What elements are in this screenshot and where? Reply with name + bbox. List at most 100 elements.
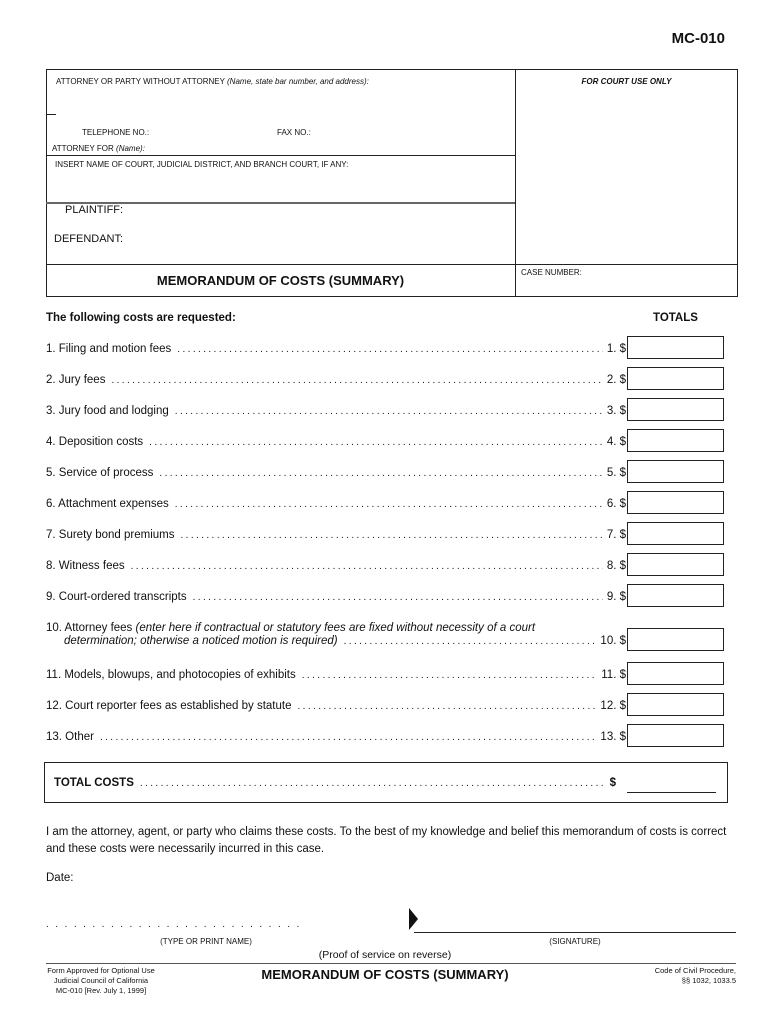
cost-amount-input[interactable] (627, 429, 724, 452)
cost-item-label: 1. Filing and motion fees (46, 343, 172, 355)
cost-item-label: 6. Attachment expenses (46, 498, 169, 510)
court-name-field[interactable]: INSERT NAME OF COURT, JUDICIAL DISTRICT,… (55, 160, 349, 169)
dot-leader: ........................................… (174, 406, 603, 417)
declaration-text: I am the attorney, agent, or party who c… (46, 826, 727, 855)
dot-leader: ........................................… (192, 592, 603, 603)
signature-label: (SIGNATURE) (549, 937, 601, 946)
dot-leader: ........................................… (174, 499, 603, 510)
mark (46, 114, 56, 115)
dot-leader: ........................................… (177, 344, 603, 355)
attorney-label: ATTORNEY OR PARTY WITHOUT ATTORNEY (56, 77, 225, 86)
dot-leader: ........................................… (301, 670, 598, 681)
attorney-for-hint: (Name): (116, 144, 145, 153)
total-dollar: $ (609, 777, 616, 789)
cost-item-label: 11. Models, blowups, and photocopies of … (46, 669, 296, 681)
divider (46, 202, 515, 204)
cost-amount-input[interactable] (627, 460, 724, 483)
caption-box (46, 69, 738, 297)
cost-item-number: 5. $ (606, 467, 626, 479)
cost-item-number: 4. $ (606, 436, 626, 448)
print-name-field[interactable]: ............................ (46, 919, 306, 930)
cost-item-row: 11. Models, blowups, and photocopies of … (46, 669, 626, 681)
footer-title: MEMORANDUM OF COSTS (SUMMARY) (261, 967, 509, 982)
cost-item-number: 13. $ (600, 731, 626, 743)
defendant-field[interactable]: DEFENDANT: (54, 233, 124, 245)
cost-amount-input[interactable] (627, 491, 724, 514)
cost-item-row: 8. Witness fees.........................… (46, 560, 626, 572)
cost-item-label: 4. Deposition costs (46, 436, 144, 448)
attorney-hint: (Name, state bar number, and address): (227, 77, 369, 86)
divider (46, 155, 515, 156)
cost-item-label: 7. Surety bond premiums (46, 529, 175, 541)
dot-leader: ........................................… (99, 732, 596, 743)
attorney-for-label: ATTORNEY FOR (52, 144, 114, 153)
fax-field[interactable]: FAX NO.: (277, 128, 311, 137)
attorney-for-field[interactable]: ATTORNEY FOR (Name): (52, 144, 145, 153)
cost-item-label: 5. Service of process (46, 467, 154, 479)
footer-council: Judicial Council of California (53, 976, 149, 985)
cost-amount-input[interactable] (627, 336, 724, 359)
cost-amount-input[interactable] (627, 628, 724, 651)
cost-item-number: 6. $ (606, 498, 626, 510)
divider (515, 69, 516, 297)
cost-item-number: 12. $ (600, 700, 626, 712)
attorney-fees-note-2: determination; otherwise a noticed motio… (64, 635, 338, 647)
footer-revision: MC-010 [Rev. July 1, 1999] (55, 986, 147, 995)
cost-item-row: 6. Attachment expenses..................… (46, 498, 626, 510)
footer-approval: Form Approved for Optional Use (47, 966, 155, 975)
dot-leader: ........................................… (149, 437, 603, 448)
cost-item-row: 13. Other...............................… (46, 731, 626, 743)
divider (46, 264, 738, 265)
cost-item-number: 8. $ (606, 560, 626, 572)
form-title: MEMORANDUM OF COSTS (SUMMARY) (156, 273, 405, 288)
cost-item-number: 11. $ (601, 669, 626, 681)
cost-amount-input[interactable] (627, 662, 724, 685)
date-field[interactable]: Date: (46, 872, 74, 884)
dot-leader: ........................................… (343, 636, 597, 647)
cost-amount-input[interactable] (627, 522, 724, 545)
case-number-field[interactable]: CASE NUMBER: (521, 268, 582, 277)
dot-leader: ........................................… (139, 778, 606, 789)
cost-item-number: 10. $ (600, 635, 626, 647)
cost-item-label: 2. Jury fees (46, 374, 106, 386)
attorney-field[interactable]: ATTORNEY OR PARTY WITHOUT ATTORNEY (Name… (56, 77, 369, 86)
telephone-field[interactable]: TELEPHONE NO.: (82, 128, 150, 137)
footer-code: Code of Civil Procedure, (654, 966, 736, 975)
dot-leader: ........................................… (130, 561, 603, 572)
signature-line[interactable] (414, 932, 736, 933)
cost-amount-input[interactable] (627, 584, 724, 607)
attorney-fees-label: 10. Attorney fees (46, 622, 133, 634)
form-id: MC-010 (671, 30, 725, 47)
cost-item-label: 3. Jury food and lodging (46, 405, 169, 417)
cost-item-label: 13. Other (46, 731, 94, 743)
cost-amount-input[interactable] (627, 367, 724, 390)
cost-amount-input[interactable] (627, 553, 724, 576)
total-costs-input[interactable] (627, 792, 716, 793)
totals-heading: TOTALS (653, 312, 698, 324)
plaintiff-field[interactable]: PLAINTIFF: (65, 204, 124, 216)
cost-item-label: 8. Witness fees (46, 560, 125, 572)
costs-intro: The following costs are requested: (46, 312, 236, 324)
cost-item-row: 2. Jury fees............................… (46, 374, 626, 386)
cost-item-label: 12. Court reporter fees as established b… (46, 700, 292, 712)
footer-sections: §§ 1032, 1033.5 (681, 976, 736, 985)
cost-item-row: determination; otherwise a noticed motio… (64, 635, 626, 647)
cost-amount-input[interactable] (627, 724, 724, 747)
cost-item-number: 1. $ (606, 343, 626, 355)
cost-amount-input[interactable] (627, 693, 724, 716)
court-use-label: FOR COURT USE ONLY (581, 77, 672, 86)
dot-leader: ........................................… (180, 530, 603, 541)
footer-left: Form Approved for Optional Use Judicial … (46, 966, 156, 996)
proof-note: (Proof of service on reverse) (318, 949, 452, 961)
dot-leader: ........................................… (297, 701, 597, 712)
cost-amount-input[interactable] (627, 398, 724, 421)
cost-item-number: 2. $ (606, 374, 626, 386)
footer-divider (46, 963, 736, 964)
cost-item-row: 3. Jury food and lodging................… (46, 405, 626, 417)
dot-leader: ........................................… (111, 375, 603, 386)
cost-item-row: 12. Court reporter fees as established b… (46, 700, 626, 712)
cost-item-number: 9. $ (606, 591, 626, 603)
attorney-fees-line: 10. Attorney fees (enter here if contrac… (46, 622, 535, 634)
total-costs-row: TOTAL COSTS.............................… (54, 777, 616, 789)
